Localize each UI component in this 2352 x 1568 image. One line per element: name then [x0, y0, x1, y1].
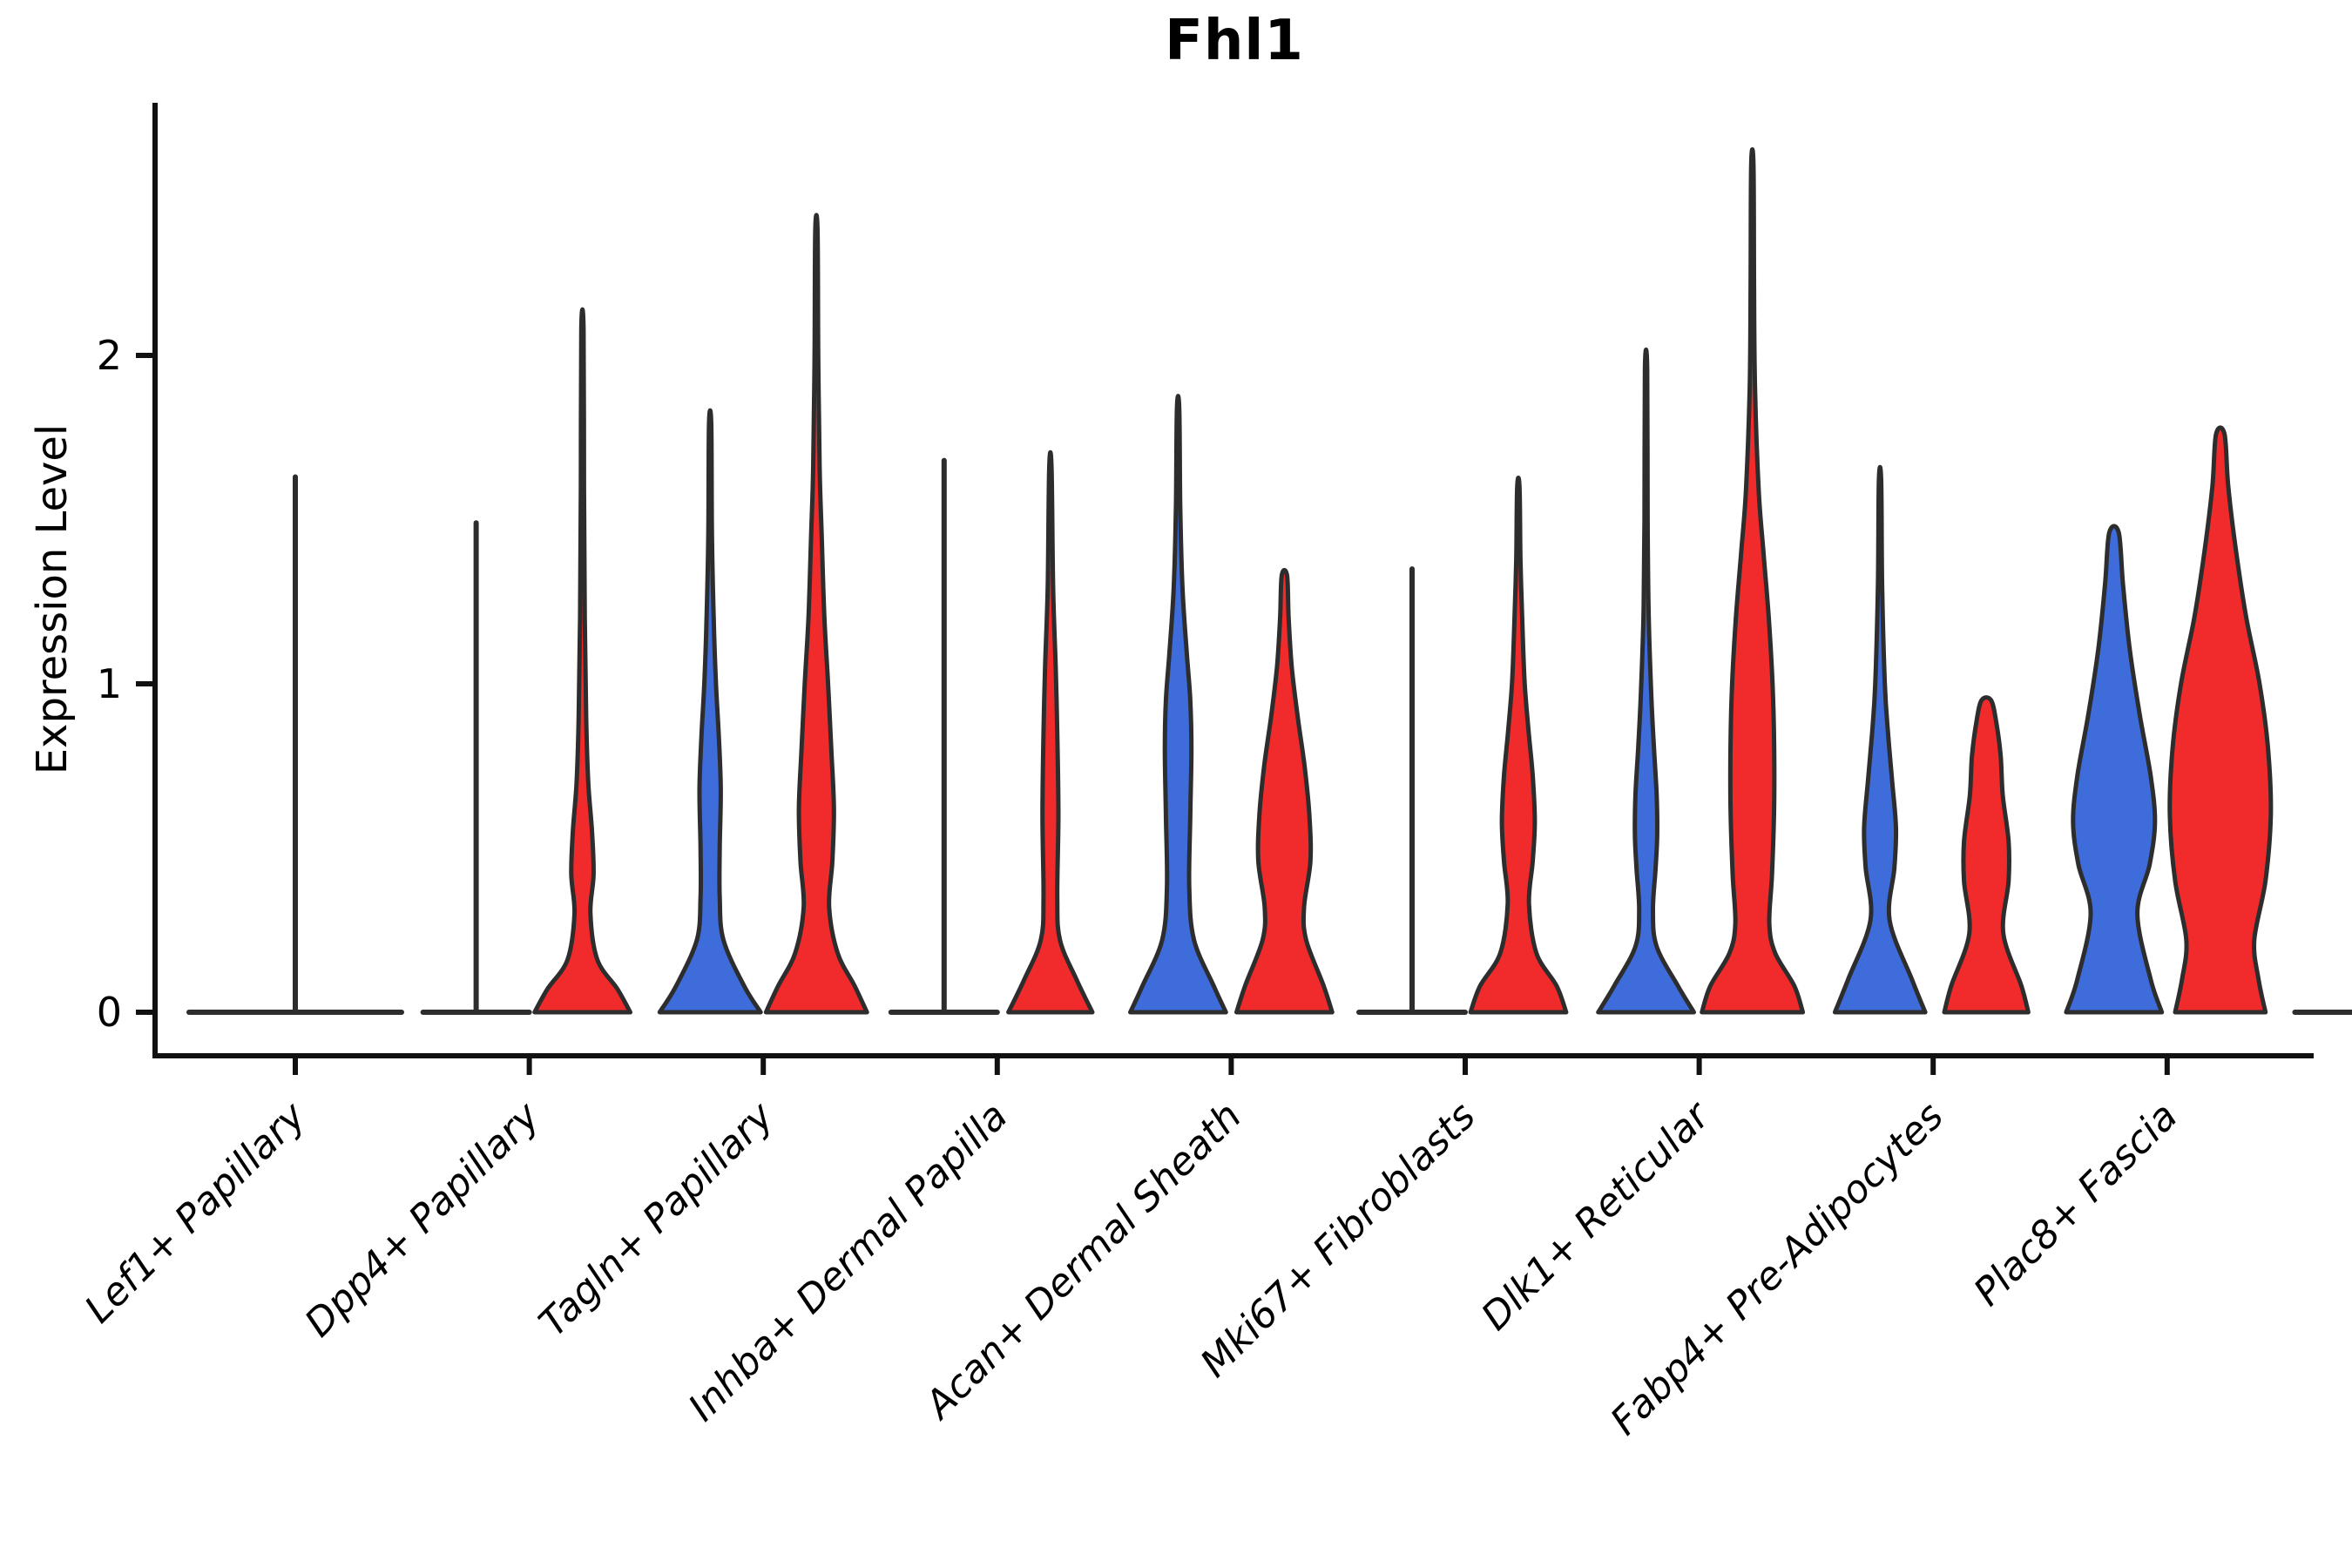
- violin-inhba-red: [1006, 449, 1095, 1015]
- violin-fabp4-red: [1942, 695, 2031, 1015]
- violin-lef1-merged: [186, 474, 404, 1015]
- violin-inhba-blue: [888, 457, 1000, 1015]
- x-tick-label-plac8-fascia: Plac8+ Fascia: [1965, 1094, 2186, 1315]
- violin-fabp4-blue: [1832, 464, 1928, 1015]
- violin-dlk1-blue: [1596, 347, 1696, 1015]
- violin-tagln-red: [763, 213, 869, 1015]
- x-tick-label-dlk1-reticular: Dlk1+ Reticular: [1473, 1092, 1720, 1339]
- x-tick-label-lef1-papillary: Lef1+ Papillary: [77, 1093, 315, 1332]
- violin-acan-red: [1234, 567, 1335, 1015]
- violin-acan-blue: [1128, 394, 1228, 1015]
- violin-plac8-red: [2167, 425, 2274, 1015]
- violin-dpp4-blue: [420, 520, 532, 1015]
- violin-mki67-blue: [1356, 566, 1468, 1015]
- y-tick-label: 1: [97, 660, 122, 707]
- violin-tagln-blue: [657, 408, 763, 1015]
- violin-dlk1-red: [1700, 146, 1806, 1015]
- violin-plac8-blue: [2064, 524, 2165, 1015]
- y-tick-label: 0: [97, 989, 122, 1036]
- y-tick-label: 2: [97, 332, 122, 379]
- chart-title: Fhl1: [1165, 9, 1304, 73]
- violin-dpp4-red: [532, 307, 632, 1015]
- x-tick-label-dpp4-papillary: Dpp4+ Papillary: [296, 1093, 549, 1346]
- x-tick-label-tagln-papillary: Tagln+ Papillary: [531, 1093, 782, 1345]
- violin-mki67-red: [1468, 475, 1569, 1015]
